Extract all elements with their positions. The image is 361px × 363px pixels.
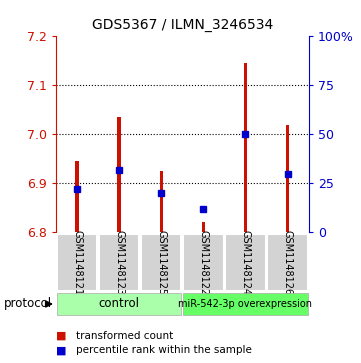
Bar [57,233,97,291]
Bar [268,233,308,291]
Bar [244,63,247,232]
Text: GSM1148122: GSM1148122 [198,230,208,295]
Bar [117,117,121,232]
Bar [225,233,266,291]
Text: GSM1148121: GSM1148121 [72,230,82,295]
Bar [202,221,205,232]
Text: miR-542-3p overexpression: miR-542-3p overexpression [178,298,313,309]
Text: GSM1148126: GSM1148126 [283,230,293,295]
Text: control: control [99,297,140,310]
Text: ■: ■ [56,331,66,341]
Text: protocol: protocol [4,297,52,310]
Text: GSM1148123: GSM1148123 [114,230,124,295]
Bar [183,233,223,291]
Bar [286,125,289,232]
Bar [160,171,163,232]
Bar [57,293,182,315]
Bar [183,293,308,315]
Bar [141,233,182,291]
Bar [75,161,79,232]
Text: GSM1148125: GSM1148125 [156,230,166,295]
Bar [99,233,139,291]
Text: transformed count: transformed count [76,331,173,341]
Text: percentile rank within the sample: percentile rank within the sample [76,345,252,355]
Title: GDS5367 / ILMN_3246534: GDS5367 / ILMN_3246534 [92,19,273,33]
Text: GSM1148124: GSM1148124 [240,230,251,295]
Text: ■: ■ [56,345,66,355]
